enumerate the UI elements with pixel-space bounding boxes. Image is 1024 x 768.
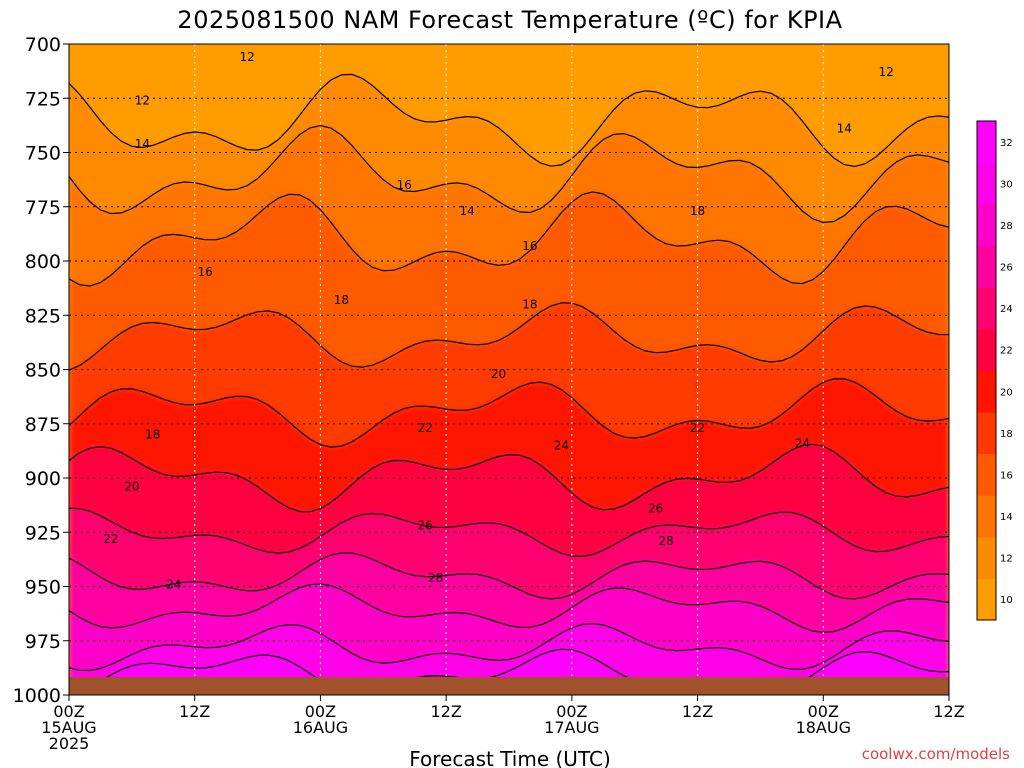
x-tick-label: 18AUG <box>796 718 851 737</box>
contour-label: 20 <box>124 480 139 494</box>
colorbar-label: 22 <box>1000 346 1013 357</box>
contour-label: 26 <box>648 501 663 515</box>
x-tick-label: 12Z <box>179 702 210 721</box>
contour-label: 20 <box>491 367 506 381</box>
y-tick-label: 925 <box>25 522 61 544</box>
x-tick-label: 12Z <box>933 702 964 721</box>
contour-label: 18 <box>334 293 349 307</box>
contour-22 <box>69 443 949 513</box>
y-tick-label: 850 <box>25 360 61 382</box>
x-tick-label: 00Z <box>305 702 336 721</box>
colorbar-segment <box>977 578 996 621</box>
x-tick-label: 00Z <box>808 702 839 721</box>
credit-link[interactable]: coolwx.com/models <box>862 745 1010 763</box>
contour-label: 18 <box>522 297 537 311</box>
x-tick-label: 00Z <box>556 702 587 721</box>
contour-14 <box>69 124 949 224</box>
contour-label: 22 <box>690 421 705 435</box>
contour-labels: 12 12 12 14 14 14 16 16 16 18 18 18 18 20 20 22 22 22 24 24… <box>103 50 894 591</box>
colorbar-segment <box>977 536 996 579</box>
colorbar-label: 10 <box>1000 595 1013 606</box>
colorbar-segment <box>977 245 996 288</box>
y-tick-label: 775 <box>25 197 61 219</box>
contour-24 <box>69 507 949 558</box>
temperature-bands <box>69 44 949 695</box>
colorbar-label: 26 <box>1000 263 1013 274</box>
colorbar-segment <box>977 495 996 538</box>
x-axis-label: Forecast Time (UTC) <box>409 747 611 768</box>
colorbar-label: 18 <box>1000 429 1013 440</box>
colorbar-segment <box>977 204 996 247</box>
x-tick-label: 2025 <box>49 734 90 753</box>
contour-label: 12 <box>879 65 894 79</box>
contour-label: 24 <box>554 438 569 452</box>
x-tick-label: 15AUG <box>41 718 96 737</box>
contour-label: 26 <box>418 519 433 533</box>
colorbar-frame <box>976 120 997 621</box>
colorbar-label: 30 <box>1000 179 1013 190</box>
contour-label: 28 <box>428 571 443 585</box>
colorbar-segment <box>977 162 996 205</box>
grid-lines <box>69 44 949 695</box>
contour-12 <box>69 73 949 168</box>
y-tick-label: 825 <box>25 305 61 327</box>
colorbar-segment <box>977 412 996 455</box>
contour-26 <box>69 552 949 600</box>
colorbar-segment <box>977 287 996 330</box>
contour-label: 18 <box>690 204 705 218</box>
contour-label: 14 <box>135 137 150 151</box>
contour-label: 24 <box>166 577 181 591</box>
colorbar-label: 14 <box>1000 512 1013 523</box>
colorbar-label: 12 <box>1000 554 1013 565</box>
chart-title: 2025081500 NAM Forecast Temperature (ºC)… <box>177 6 842 34</box>
x-tick-label: 00Z <box>53 702 84 721</box>
contour-28 <box>69 583 949 634</box>
contour-label: 12 <box>239 50 254 64</box>
contour-20 <box>69 378 949 448</box>
contour-label: 12 <box>135 93 150 107</box>
contour-label: 14 <box>459 204 474 218</box>
contour-label: 18 <box>145 428 160 442</box>
contour-30 <box>69 622 949 672</box>
y-tick-label: 700 <box>25 34 61 56</box>
y-tick-label: 950 <box>25 577 61 599</box>
contour-label: 28 <box>659 534 674 548</box>
contour-label: 24 <box>795 436 810 450</box>
x-tick-label: 12Z <box>682 702 713 721</box>
y-tick-label: 1000 <box>13 685 61 707</box>
colorbar-label: 24 <box>1000 304 1013 315</box>
y-tick-label: 900 <box>25 468 61 490</box>
colorbar-segment <box>977 370 996 413</box>
y-axis: 700 725 750 775 800 825 850 875 900 925 950 975 1000 <box>13 34 69 707</box>
colorbar-segment <box>977 121 996 164</box>
contour-label: 22 <box>103 532 118 546</box>
contour-18 <box>69 302 949 371</box>
colorbar-label: 20 <box>1000 387 1013 398</box>
ground-surface <box>69 677 949 695</box>
contour-label: 16 <box>198 265 213 279</box>
colorbar-label: 16 <box>1000 470 1013 481</box>
colorbar-segment <box>977 328 996 371</box>
contour-label: 22 <box>418 421 433 435</box>
colorbar: 10 12 14 16 18 20 22 24 26 28 30 32 <box>976 120 1013 621</box>
contour-label: 14 <box>837 122 852 136</box>
x-tick-label: 16AUG <box>293 718 348 737</box>
y-tick-label: 800 <box>25 251 61 273</box>
colorbar-segment <box>977 453 996 496</box>
contour-16 <box>69 191 949 287</box>
y-tick-label: 725 <box>25 88 61 110</box>
y-tick-label: 875 <box>25 414 61 436</box>
contour-label: 16 <box>397 178 412 192</box>
contour-label: 16 <box>522 239 537 253</box>
colorbar-label: 28 <box>1000 221 1013 232</box>
y-tick-label: 975 <box>25 631 61 653</box>
y-tick-label: 750 <box>25 143 61 165</box>
plot-area: 12 12 12 14 14 14 16 16 16 18 18 18 18 20 20 22 22 22 24 24… <box>69 44 949 695</box>
colorbar-label: 32 <box>1000 138 1013 149</box>
x-tick-label: 17AUG <box>544 718 599 737</box>
x-tick-label: 12Z <box>430 702 461 721</box>
